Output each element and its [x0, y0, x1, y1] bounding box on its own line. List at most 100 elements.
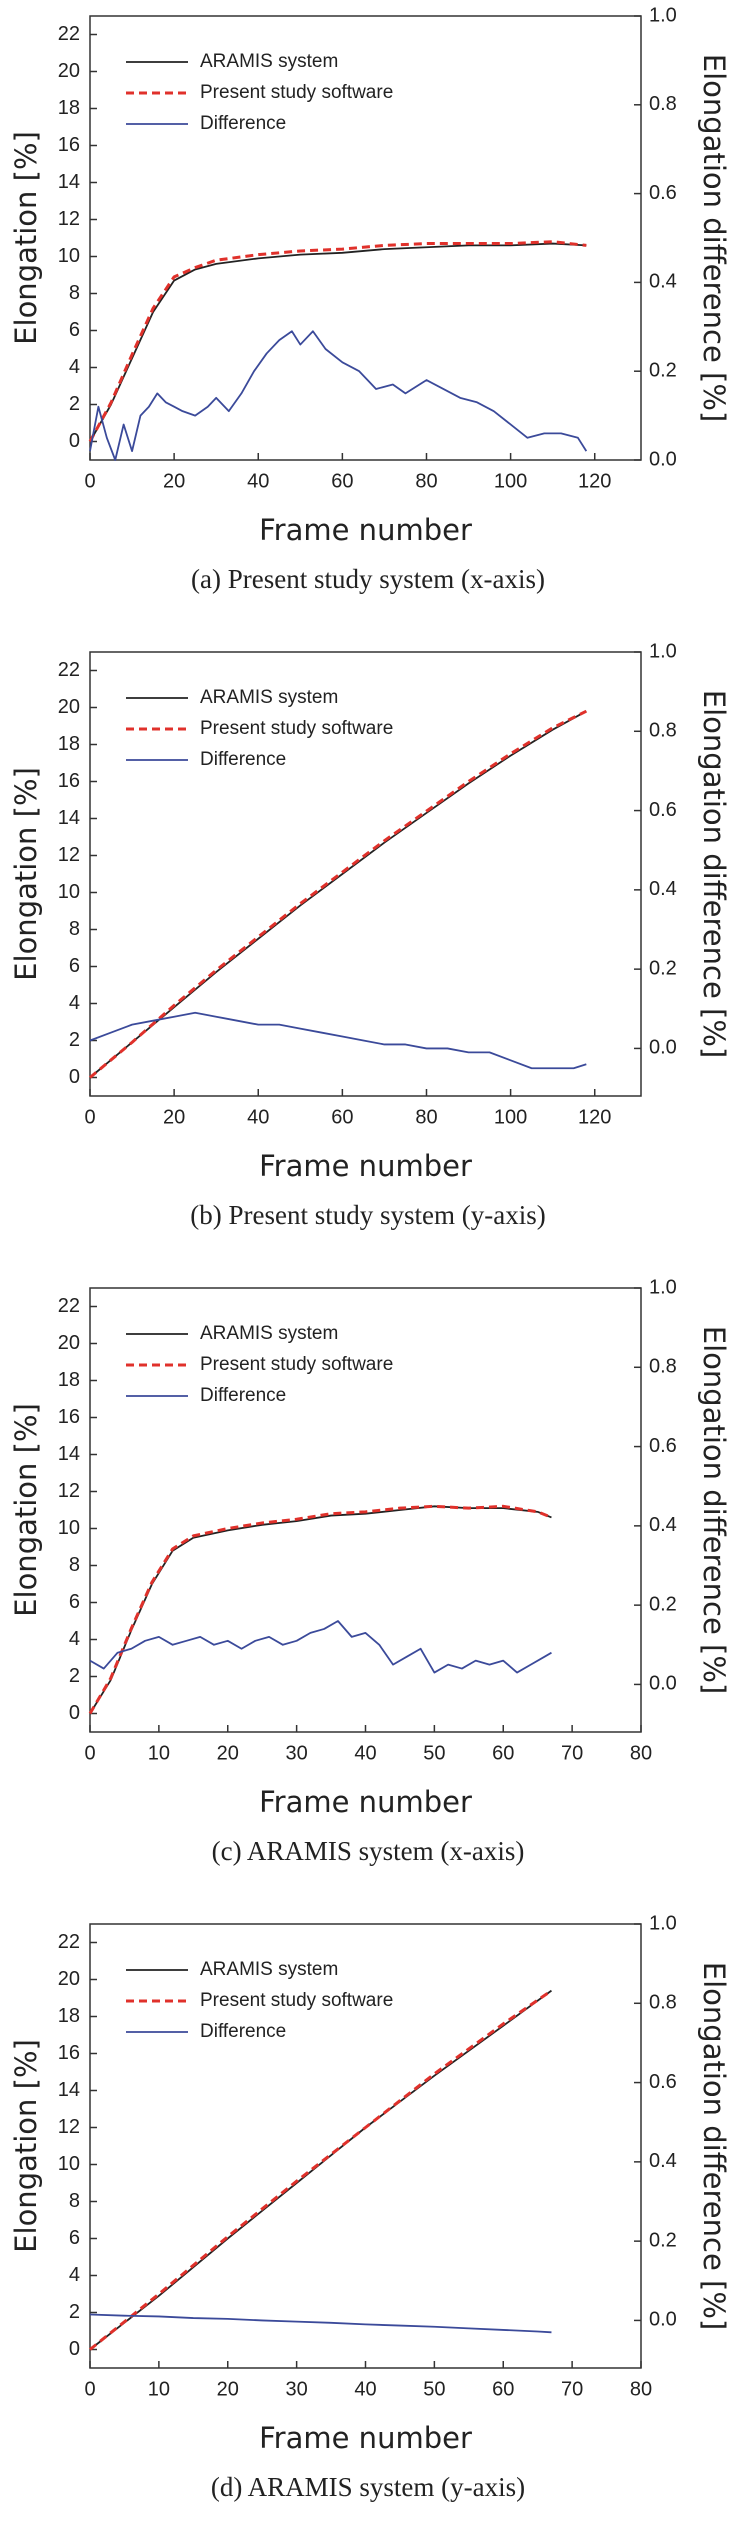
x-tick-label: 20: [163, 470, 185, 492]
y-tick-label: 18: [58, 733, 80, 755]
y2-tick-label: 0.4: [649, 271, 677, 293]
panel: 0 20 40 60 80 100 120 0 2 4 6 8 10 12 14 16 18 20 22 0.0 0.2…: [9, 4, 731, 594]
y2-axis-title: Elongation difference [%]: [697, 54, 731, 422]
y-tick-label: 6: [69, 955, 80, 977]
y-tick-label: 8: [69, 2190, 80, 2212]
y2-tick-label: 0.2: [649, 359, 677, 381]
y2-tick-label: 0.6: [649, 1435, 677, 1457]
x-tick-label: 120: [578, 1106, 611, 1128]
y-tick-label: 0: [69, 2338, 80, 2360]
x-tick-label: 80: [415, 470, 437, 492]
y-tick-label: 18: [58, 97, 80, 119]
y2-tick-label: 0.4: [649, 2150, 677, 2172]
y-tick-label: 8: [69, 282, 80, 304]
y-tick-label: 10: [58, 881, 80, 903]
y-tick-label: 20: [58, 1332, 80, 1354]
y-tick-label: 18: [58, 2005, 80, 2027]
x-tick-label: 100: [494, 470, 527, 492]
caption: (b) Present study system (y-axis): [190, 1200, 545, 1230]
caption: (d) ARAMIS system (y-axis): [211, 2472, 525, 2502]
y-tick-label: 16: [58, 134, 80, 156]
y2-tick-label: 0.8: [649, 720, 677, 742]
x-axis-title: Frame number: [259, 513, 472, 547]
y-tick-label: 4: [69, 356, 80, 378]
x-tick-label: 40: [354, 2378, 376, 2400]
x-tick-label: 50: [423, 2378, 445, 2400]
y-tick-label: 18: [58, 1369, 80, 1391]
x-tick-label: 80: [630, 1742, 652, 1764]
y2-tick-label: 0.6: [649, 2071, 677, 2093]
y-tick-label: 22: [58, 1931, 80, 1953]
y-tick-label: 14: [58, 2079, 80, 2101]
y-tick-label: 8: [69, 918, 80, 940]
y-tick-label: 6: [69, 319, 80, 341]
y-tick-label: 2: [69, 2301, 80, 2323]
x-tick-label: 60: [492, 2378, 514, 2400]
y2-tick-label: 0.2: [649, 1593, 677, 1615]
y2-tick-label: 0.4: [649, 1514, 677, 1536]
series-line: [89, 1620, 552, 1674]
series-line: [89, 1989, 552, 2351]
series-line: [89, 1989, 553, 2351]
y-tick-label: 12: [58, 844, 80, 866]
y-tick-label: 8: [69, 1554, 80, 1576]
y-tick-label: 0: [69, 1702, 80, 1724]
y-tick-label: 14: [58, 171, 80, 193]
legend-label: Difference: [200, 2021, 286, 2042]
y-tick-label: 2: [69, 393, 80, 415]
series-line: [89, 2313, 552, 2334]
series-line: [89, 242, 587, 442]
x-tick-label: 20: [217, 2378, 239, 2400]
y-tick-label: 22: [58, 659, 80, 681]
legend-label: ARAMIS system: [200, 1959, 338, 1980]
y-tick-label: 12: [58, 2116, 80, 2138]
x-tick-label: 70: [561, 2378, 583, 2400]
x-tick-label: 20: [163, 1106, 185, 1128]
series-line: [89, 1505, 552, 1714]
y2-tick-label: 1.0: [649, 640, 677, 662]
x-tick-label: 0: [84, 1106, 95, 1128]
x-tick-label: 40: [247, 1106, 269, 1128]
y2-tick-label: 0.8: [649, 1356, 677, 1378]
x-tick-label: 40: [247, 470, 269, 492]
y2-tick-label: 1.0: [649, 1912, 677, 1934]
x-tick-label: 0: [84, 1742, 95, 1764]
panel: 0 20 40 60 80 100 120 0 2 4 6 8 10 12 14 16 18 20 22 0.0 0.2…: [9, 640, 731, 1230]
y-axis-title: Elongation [%]: [9, 767, 43, 981]
y2-tick-label: 0.2: [649, 957, 677, 979]
x-tick-label: 20: [217, 1742, 239, 1764]
legend-label: Present study software: [200, 718, 393, 739]
caption: (a) Present study system (x-axis): [191, 564, 545, 594]
caption: (c) ARAMIS system (x-axis): [212, 1836, 525, 1866]
y-tick-label: 16: [58, 2042, 80, 2064]
y-tick-label: 2: [69, 1029, 80, 1051]
y2-tick-label: 0.0: [649, 2309, 677, 2331]
y-tick-label: 0: [69, 1066, 80, 1088]
y2-tick-label: 0.0: [649, 1037, 677, 1059]
y-tick-label: 4: [69, 1628, 80, 1650]
y-tick-label: 12: [58, 1480, 80, 1502]
legend-label: ARAMIS system: [200, 687, 338, 708]
series-line: [89, 710, 587, 1079]
x-tick-label: 0: [84, 470, 95, 492]
x-tick-label: 30: [286, 2378, 308, 2400]
y2-tick-label: 1.0: [649, 4, 677, 26]
y-tick-label: 4: [69, 992, 80, 1014]
series-line: [88, 240, 587, 443]
y2-tick-label: 0.0: [649, 448, 677, 470]
y2-tick-label: 0.4: [649, 878, 677, 900]
x-tick-label: 100: [494, 1106, 527, 1128]
x-tick-label: 120: [578, 470, 611, 492]
panel: 0 10 20 30 40 50 60 70 80 0 2 4 6 8 10 12 14 16 18 20 22 0.0 0…: [9, 1276, 731, 1866]
y-tick-label: 20: [58, 60, 80, 82]
x-tick-label: 80: [415, 1106, 437, 1128]
y-axis-title: Elongation [%]: [9, 1403, 43, 1617]
y2-axis-title: Elongation difference [%]: [697, 1326, 731, 1694]
plot-frame: [89, 651, 642, 1097]
y-tick-label: 14: [58, 807, 80, 829]
y-tick-label: 10: [58, 1517, 80, 1539]
y-tick-label: 14: [58, 1443, 80, 1465]
x-tick-label: 60: [331, 470, 353, 492]
y-tick-label: 6: [69, 1591, 80, 1613]
y-axis-title: Elongation [%]: [9, 131, 43, 345]
